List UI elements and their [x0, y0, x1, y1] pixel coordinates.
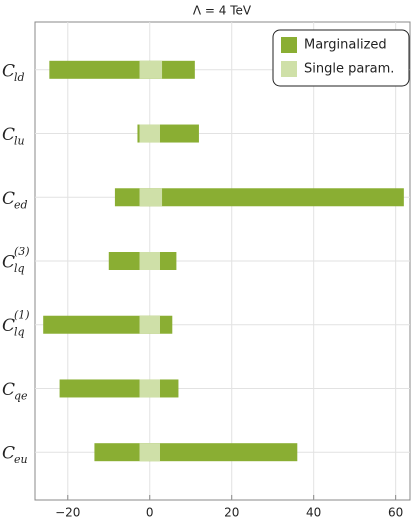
- range-bar: [94, 443, 298, 462]
- range-bar: [49, 60, 195, 79]
- category-label: C: [2, 444, 15, 464]
- range-bar: [139, 443, 160, 462]
- legend-box: [272, 29, 410, 87]
- range-bar: [139, 60, 163, 79]
- category-subscript: lq: [14, 262, 25, 275]
- range-bar: [139, 379, 160, 398]
- category-subscript: lq: [14, 326, 25, 339]
- range-bar: [139, 315, 160, 334]
- x-tick-label: 40: [306, 506, 321, 520]
- category-label: C: [2, 125, 15, 145]
- range-bar: [139, 188, 163, 207]
- x-tick-label: −20: [55, 506, 80, 520]
- category-subscript: eu: [14, 453, 28, 466]
- legend-swatch: [281, 37, 297, 53]
- category-label: C: [2, 61, 15, 81]
- category-label: C: [2, 189, 15, 209]
- category-subscript: ed: [14, 198, 28, 211]
- range-bar: [59, 379, 179, 398]
- category-label: C: [2, 316, 15, 336]
- legend-label: Marginalized: [304, 38, 387, 53]
- category-superscript: (1): [14, 309, 30, 322]
- category-superscript: (3): [14, 245, 30, 258]
- category-label: C: [2, 253, 15, 273]
- category-label: C: [2, 380, 15, 400]
- range-bar: [139, 124, 160, 143]
- category-subscript: lu: [14, 135, 25, 148]
- range-bar: [114, 188, 404, 207]
- category-subscript: qe: [14, 389, 28, 402]
- chart-title: Λ = 4 TeV: [193, 4, 252, 18]
- x-tick-label: 20: [224, 506, 239, 520]
- category-subscript: ld: [14, 71, 25, 84]
- legend-label: Single param.: [304, 62, 394, 77]
- legend-swatch: [281, 61, 297, 77]
- x-tick-label: 60: [388, 506, 403, 520]
- x-tick-label: 0: [146, 506, 154, 520]
- range-bar: [139, 252, 160, 270]
